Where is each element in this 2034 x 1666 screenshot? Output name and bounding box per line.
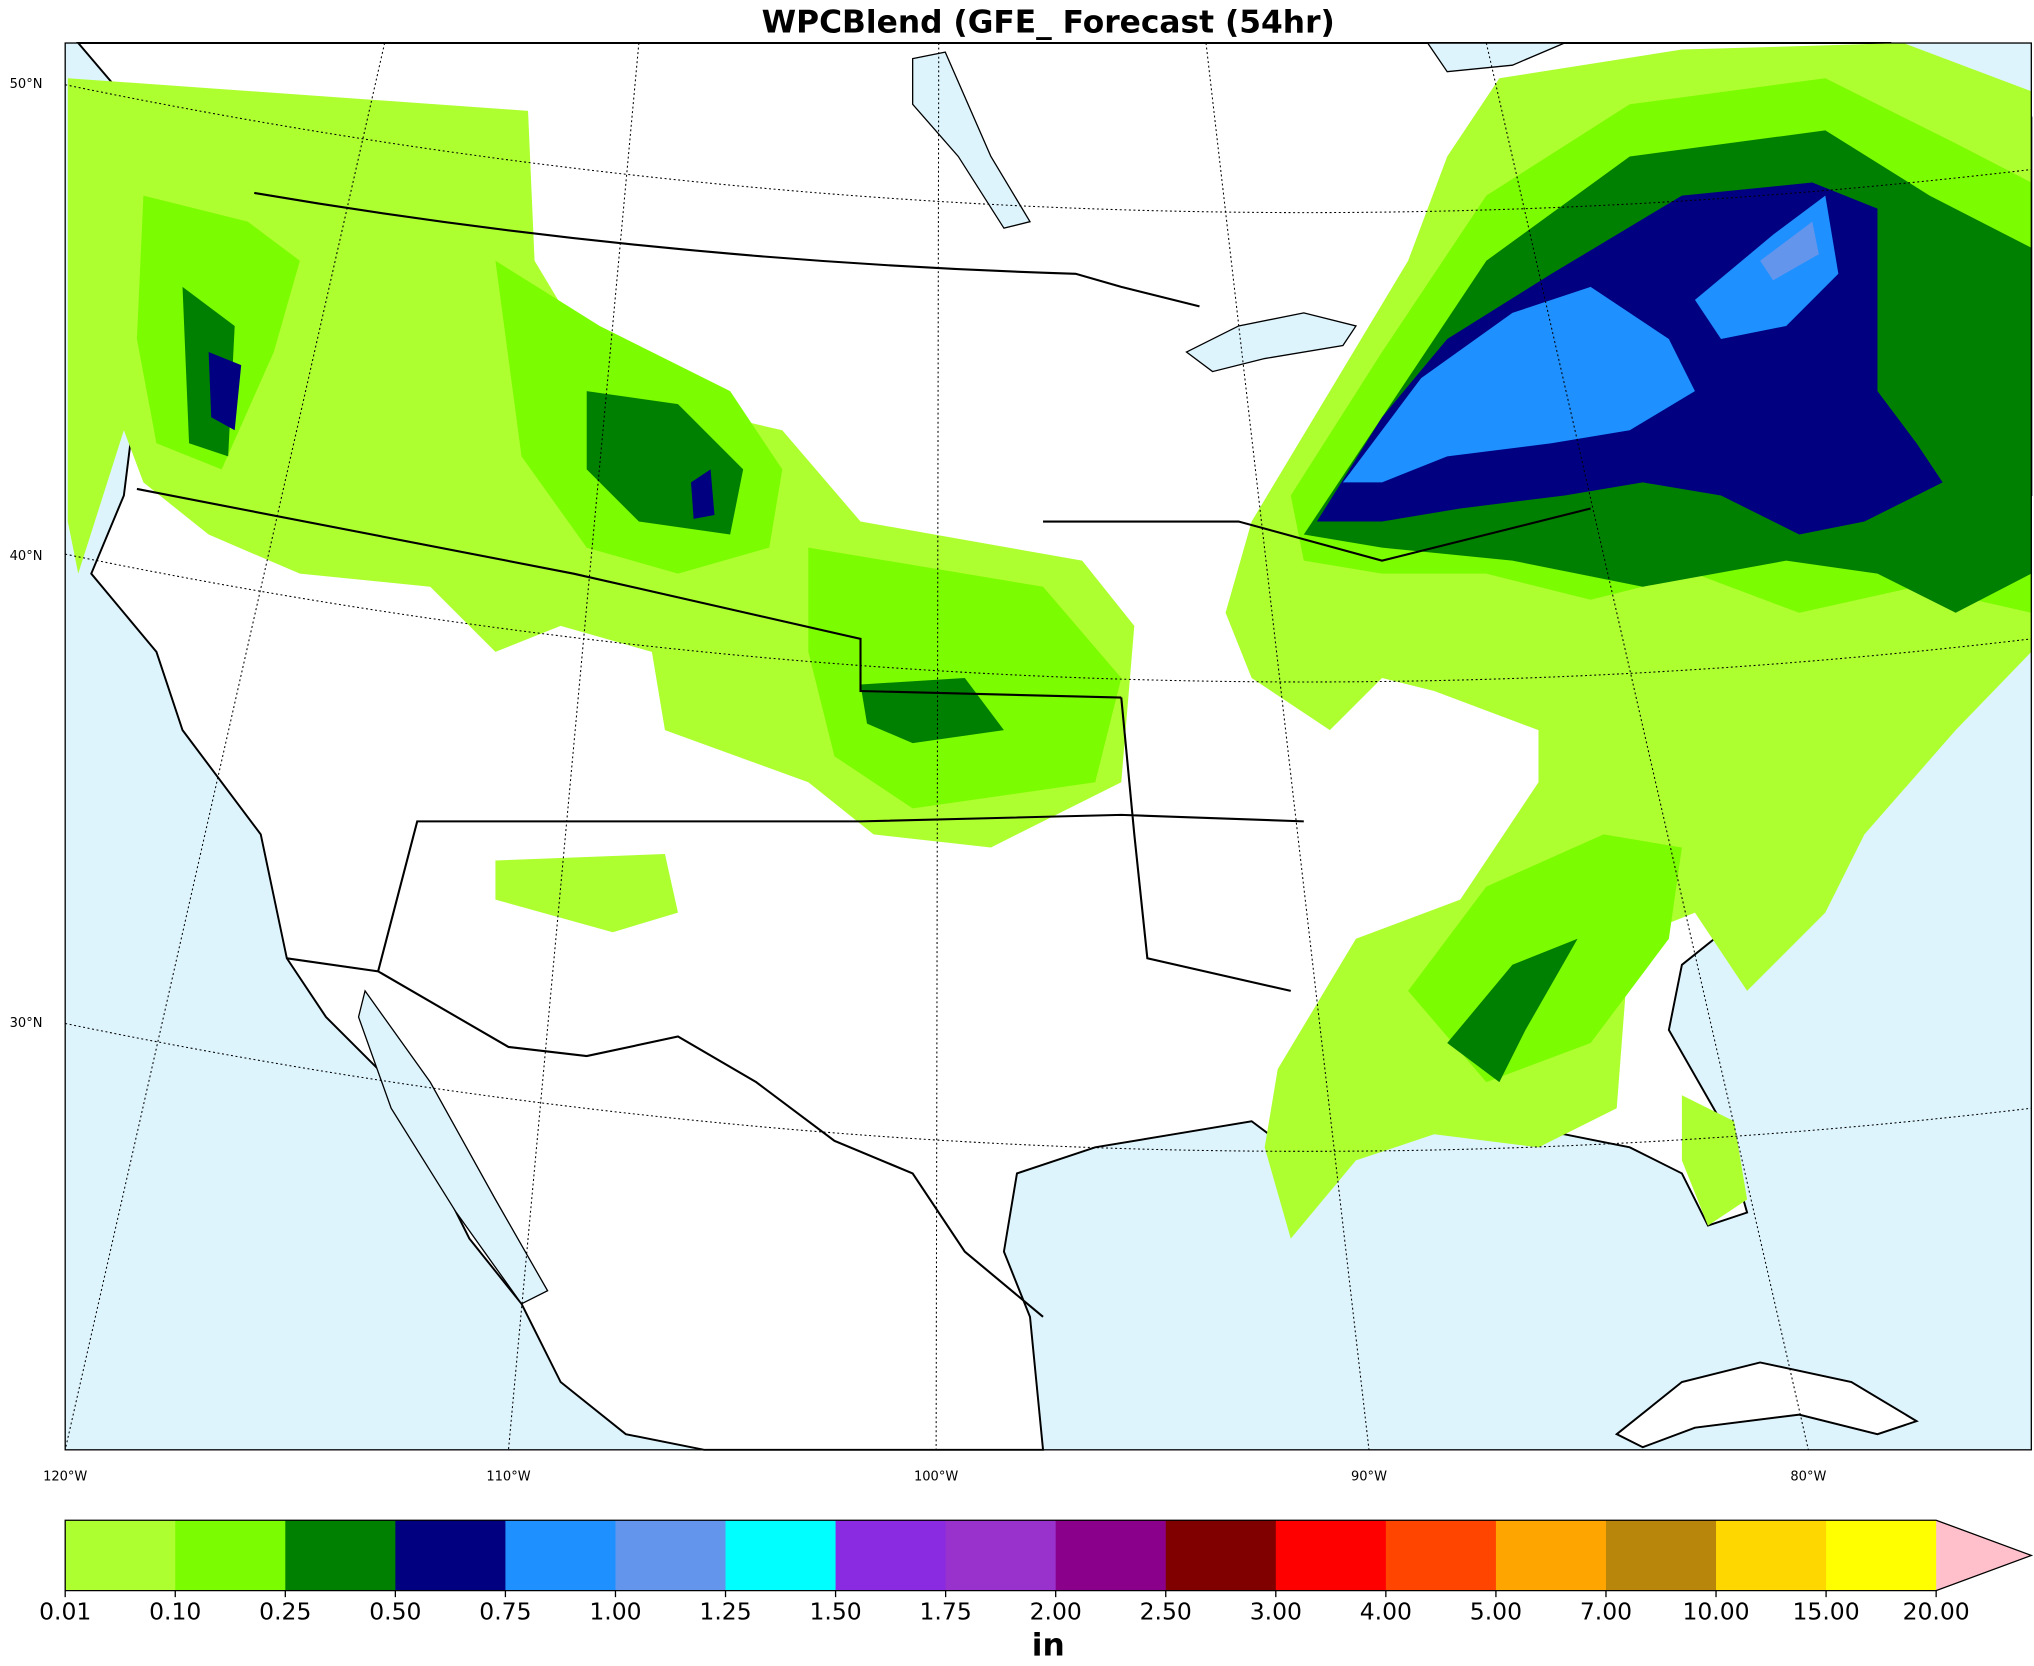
precipitation [67,43,2032,1239]
lat-label: 30°N [10,1016,43,1031]
colorbar-label: 1.50 [809,1597,861,1625]
colorbar-label: 2.00 [1030,1597,1082,1625]
colorbar-outline [64,1519,2034,1592]
colorbar-segment [945,1520,1057,1591]
lon-label: 100°W [914,1470,958,1485]
colorbar-segment [1826,1520,1937,1591]
colorbar-label: 7.00 [1580,1597,1632,1625]
colorbar-segment [175,1520,286,1591]
map-frame [64,42,2032,1451]
colorbar-segment [1055,1520,1167,1591]
title: WPCBlend (GFE_ Forecast (54hr) [762,4,1335,40]
colorbar-label: 1.75 [920,1597,972,1625]
lat-label: 40°N [10,549,43,564]
colorbar-label: 0.50 [369,1597,421,1625]
colorbar-segment [65,1520,176,1591]
colorbar-label: 3.00 [1250,1597,1302,1625]
colorbar-label: 1.00 [589,1597,641,1625]
colorbar-extend [1936,1520,2032,1591]
colorbar-label: 0.10 [149,1597,201,1625]
colorbar-label: 4.00 [1360,1597,1412,1625]
colorbar-label: 0.25 [259,1597,311,1625]
lon-label: 120°W [43,1470,87,1485]
colorbar-segment [1605,1520,1717,1591]
colorbar-label: 2.50 [1140,1597,1192,1625]
colorbar-segment [285,1520,397,1591]
colorbar: 0.01 0.10 0.25 0.50 0.75 1.00 1.25 1.50 1.75 2.00… [39,1519,2034,1664]
lake-winnipeg [912,51,1032,229]
colorbar-segment [725,1520,837,1591]
lat-label: 50°N [10,77,43,92]
graticule [64,42,2032,1450]
colorbar-segment [505,1520,617,1591]
longitude-labels: 120°W 110°W 100°W 90°W 80°W [43,1470,1826,1485]
latitude-labels: 50°N 40°N 30°N [10,77,43,1031]
colorbar-segment [615,1520,727,1591]
colorbar-label: 15.00 [1793,1597,1860,1625]
colorbar-segment [1165,1520,1277,1591]
lon-label: 80°W [1790,1470,1826,1485]
colorbar-segment [835,1520,947,1591]
colorbar-label: 10.00 [1682,1597,1749,1625]
colorbar-label: 1.25 [699,1597,751,1625]
colorbar-segment [1495,1520,1607,1591]
colorbar-label: 0.01 [39,1597,91,1625]
map [64,42,2033,1451]
lake-superior [1185,312,1358,373]
colorbar-segment [1385,1520,1497,1591]
lon-label: 90°W [1351,1470,1387,1485]
colorbar-segment [1275,1520,1387,1591]
colorbar-label: 0.75 [479,1597,531,1625]
borders [136,191,1591,1318]
gulf-of-california [357,989,549,1305]
colorbar-unit: in [1032,1628,1065,1664]
colorbar-segment [1716,1520,1827,1591]
lon-label: 110°W [486,1470,530,1485]
cuba [1614,1361,1919,1449]
colorbar-label: 20.00 [1903,1597,1970,1625]
colorbar-segment [395,1520,507,1591]
colorbar-label: 5.00 [1470,1597,1522,1625]
figure: WPCBlend (GFE_ Forecast (54hr) [10,4,2034,1664]
